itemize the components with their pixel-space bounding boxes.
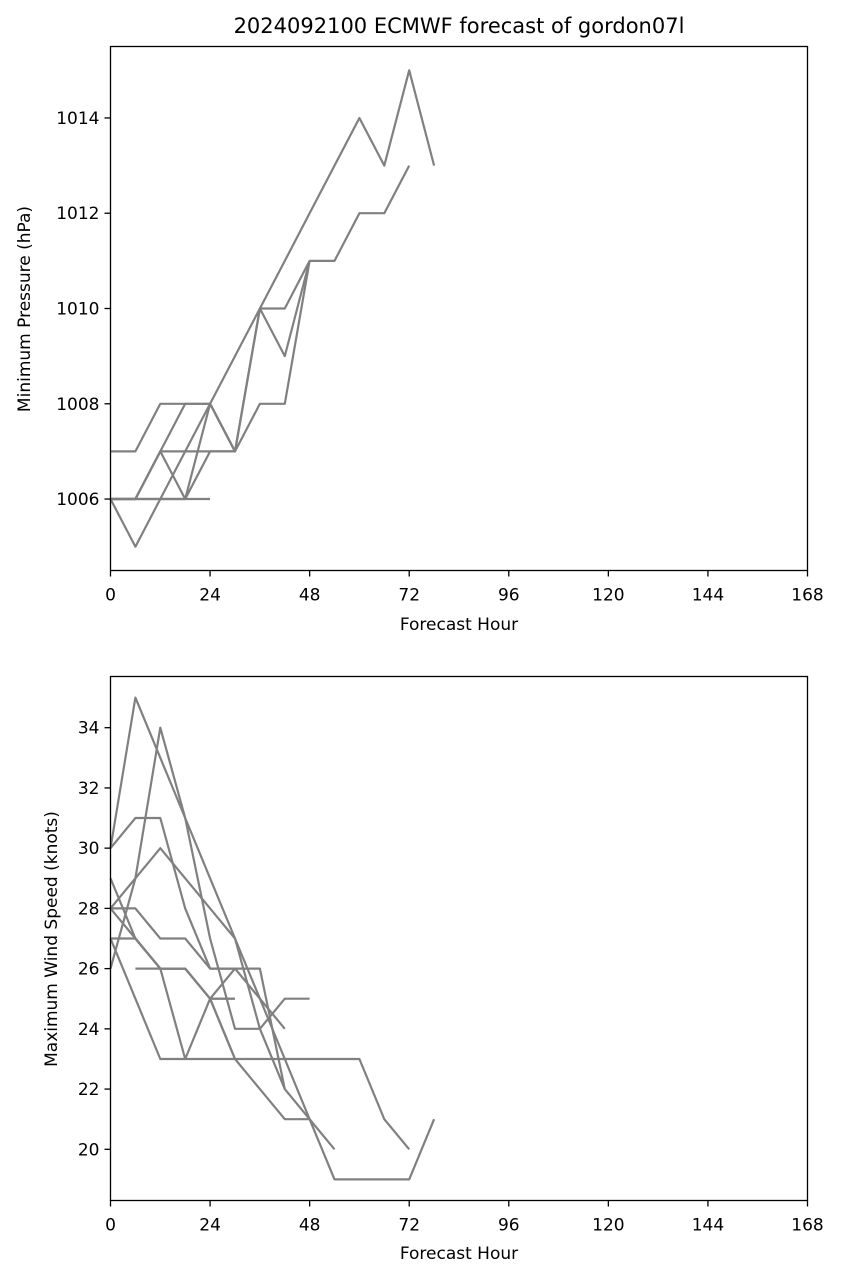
wind-y-tick-label: 34 — [78, 719, 100, 739]
wind-y-tick-label: 26 — [78, 960, 100, 980]
pressure-y-tick-label: 1008 — [56, 395, 99, 415]
wind-series-line-8 — [109, 938, 235, 1061]
wind-y-tick-label: 30 — [78, 839, 100, 859]
pressure-x-tick-label: 48 — [299, 586, 321, 606]
wind-series-lines — [109, 696, 436, 1181]
pressure-x-tick-label: 168 — [791, 586, 823, 606]
pressure-x-axis-label: Forecast Hour — [400, 615, 518, 635]
figure-title: 2024092100 ECMWF forecast of gordon07l — [234, 14, 685, 38]
wind-axis-ticks: 0 24 48 72 96 120 144 168 20 22 24 26 28 30 32 34 — [78, 719, 824, 1236]
wind-y-tick-label: 32 — [78, 779, 100, 799]
wind-plot-frame — [109, 675, 809, 1202]
wind-panel: 0 24 48 72 96 120 144 168 20 22 24 26 28 30 32 34 Forec… — [42, 675, 824, 1264]
wind-y-axis-label: Maximum Wind Speed (knots) — [42, 811, 62, 1067]
wind-y-tick-label: 22 — [78, 1080, 100, 1100]
pressure-axis-ticks: 0 24 48 72 96 120 144 168 1006 1008 1010 1012 1014 — [56, 109, 823, 606]
wind-series-line-11 — [209, 998, 310, 1121]
pressure-x-tick-label: 120 — [592, 586, 624, 606]
pressure-y-tick-label: 1006 — [56, 490, 99, 510]
wind-x-axis-label: Forecast Hour — [400, 1244, 518, 1264]
wind-y-tick-label: 28 — [78, 899, 100, 919]
wind-x-tick-label: 120 — [592, 1216, 624, 1236]
pressure-x-tick-label: 96 — [498, 586, 520, 606]
pressure-y-tick-label: 1014 — [56, 109, 99, 129]
pressure-x-tick-label: 24 — [199, 586, 221, 606]
wind-x-tick-label: 72 — [398, 1216, 420, 1236]
pressure-x-tick-label: 72 — [398, 586, 420, 606]
pressure-series-line-2 — [110, 165, 411, 501]
pressure-panel: 0 24 48 72 96 120 144 168 1006 1008 1010 1012 1014 F… — [15, 45, 824, 635]
pressure-series-line-1 — [109, 69, 436, 548]
wind-x-tick-label: 48 — [299, 1216, 321, 1236]
wind-y-tick-label: 20 — [78, 1140, 100, 1160]
pressure-series-line-4 — [110, 260, 311, 501]
pressure-y-axis-label: Minimum Pressure (hPa) — [15, 206, 35, 412]
pressure-plot-frame — [109, 45, 809, 572]
wind-series-line-10 — [135, 967, 235, 1000]
wind-y-tick-label: 24 — [78, 1020, 100, 1040]
pressure-y-tick-label: 1010 — [56, 300, 99, 320]
wind-series-line-2 — [109, 877, 411, 1151]
wind-x-tick-label: 96 — [498, 1216, 520, 1236]
wind-series-line-5 — [109, 726, 310, 1030]
wind-series-line-4 — [109, 696, 336, 1151]
wind-x-tick-label: 24 — [199, 1216, 221, 1236]
pressure-x-tick-label: 0 — [105, 586, 116, 606]
wind-x-tick-label: 0 — [105, 1216, 116, 1236]
wind-x-tick-label: 168 — [791, 1216, 823, 1236]
pressure-y-tick-label: 1012 — [56, 204, 99, 224]
wind-series-line-3 — [109, 816, 286, 1090]
pressure-series-lines — [109, 69, 436, 548]
wind-series-line-7 — [110, 907, 235, 970]
wind-x-tick-label: 144 — [692, 1216, 724, 1236]
pressure-x-tick-label: 144 — [692, 586, 724, 606]
pressure-series-line-3 — [110, 260, 311, 453]
